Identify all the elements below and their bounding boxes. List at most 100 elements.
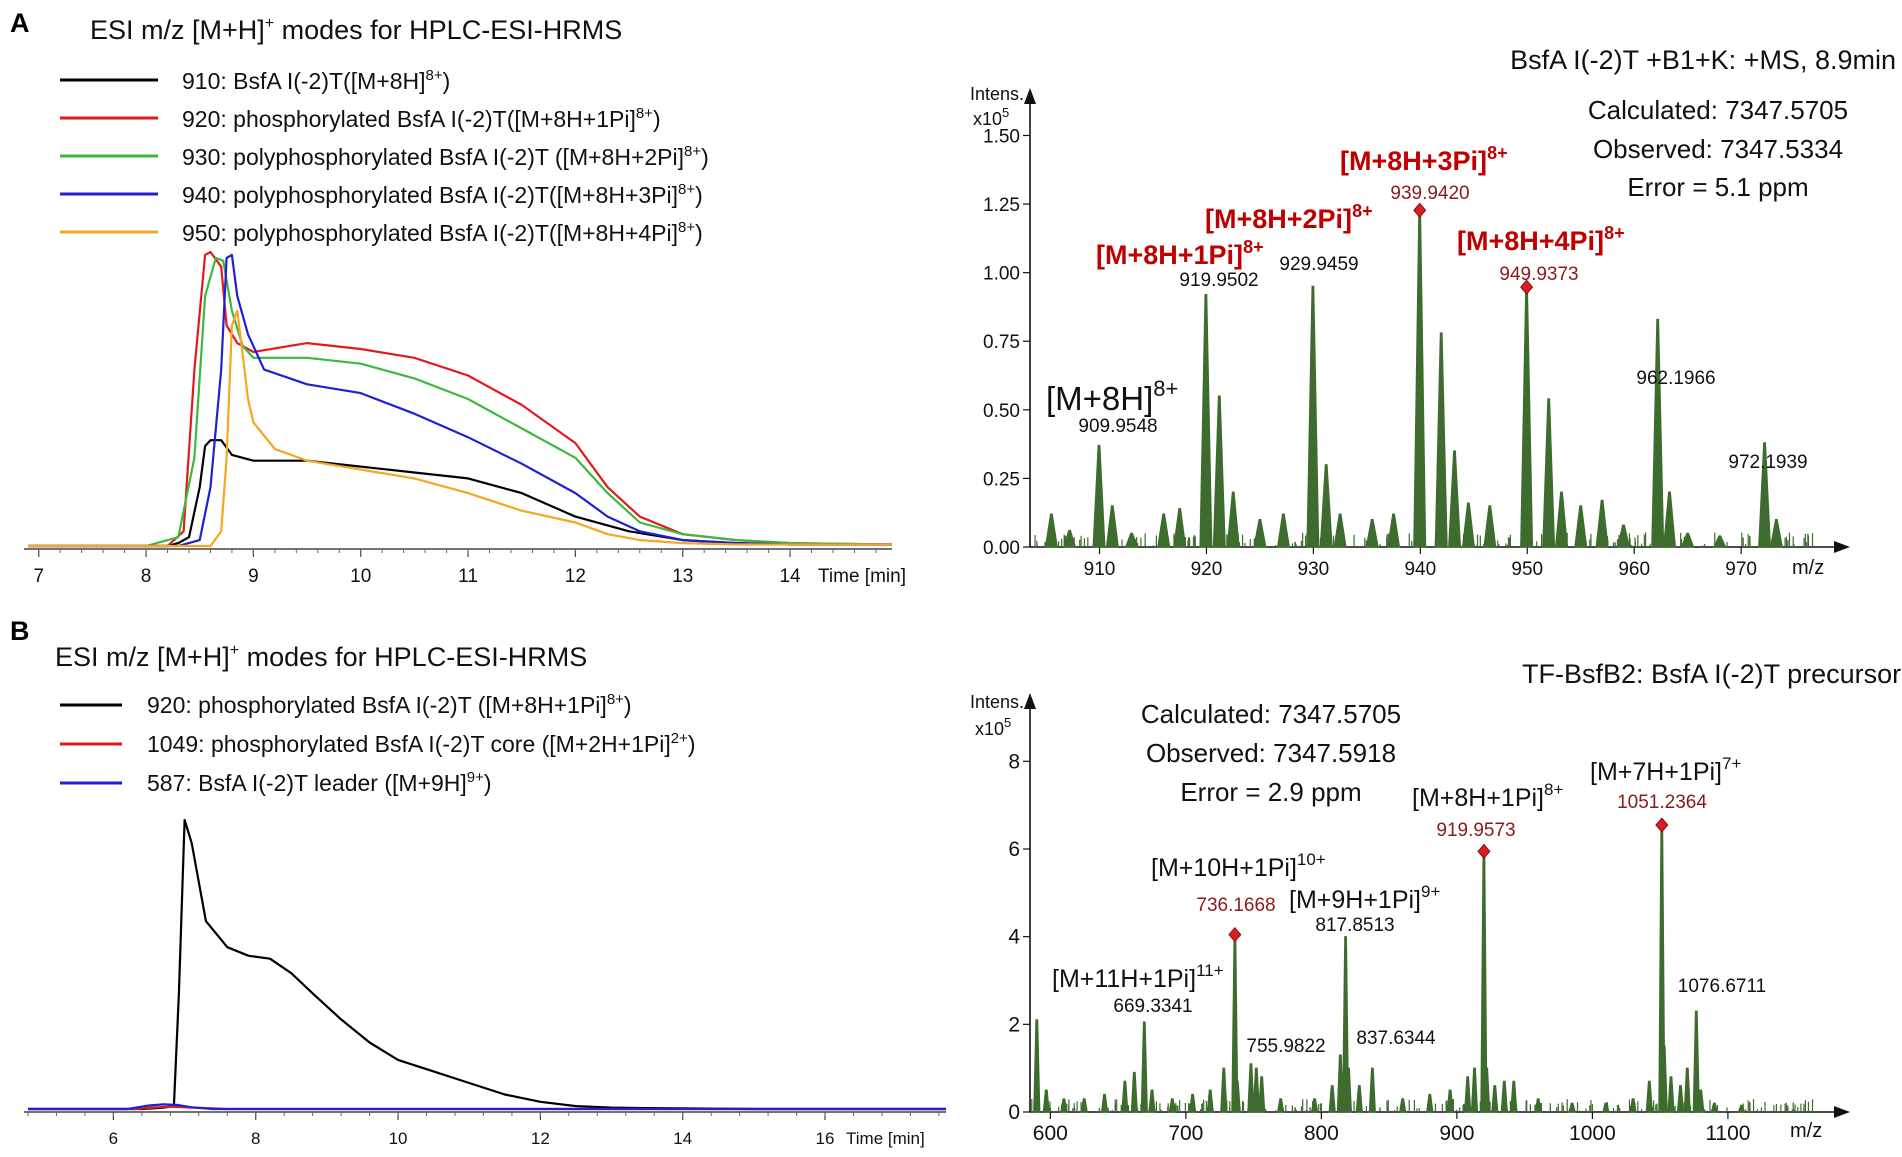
chart-b-ms-title: TF-BsfB2: BsfA I(-2)T precursor: +MS, 7.… <box>1522 659 1902 689</box>
peak-marker-diamond <box>1413 202 1427 218</box>
x-tick-label: 10 <box>350 566 371 587</box>
spectrum-peak <box>1645 1080 1653 1113</box>
spectrum-peak <box>1247 1063 1255 1113</box>
panel-letter-a: A <box>10 8 30 38</box>
ion-formula: [M+8H+4Pi] <box>1457 226 1604 256</box>
series-line-3 <box>28 253 892 548</box>
spectrum-peak <box>1595 499 1609 548</box>
legend-label: 920: phosphorylated BsfA I(-2)T([M+8H+1P… <box>182 105 661 132</box>
chart-b-chrom-plot: 6 8 10 12 14 16 <box>24 818 946 1148</box>
spectrum-peak <box>1568 1102 1576 1113</box>
series-line-4 <box>28 309 892 548</box>
x-tick-label: 12 <box>531 1129 550 1148</box>
series-line-2 <box>28 1103 946 1111</box>
peak-annotation: 1076.6711 <box>1678 976 1766 997</box>
spectrum-peak <box>1199 294 1213 548</box>
ion-charge: 11+ <box>1196 961 1224 980</box>
peak-annotation: [M+8H+1Pi]8+ 919.9573 <box>1412 780 1563 841</box>
peak-annotation: [M+9H+1Pi]9+817.8513 <box>1289 882 1440 936</box>
chart-a-chromatogram: ESI m/z [M+H]+ modes for HPLC-ESI-HRMS 9… <box>24 15 906 587</box>
spectrum-peak <box>1680 532 1695 548</box>
y-tick-label: 0.25 <box>983 469 1020 490</box>
chart-a-chrom-xlabel: Time [min] <box>818 566 906 587</box>
peak-ion-label: [M+8H]8+ <box>1046 376 1178 417</box>
ion-formula: [M+8H+3Pi] <box>1340 146 1487 176</box>
spectrum-peak <box>1554 491 1569 548</box>
peak-marker-diamond <box>1520 279 1534 295</box>
spectrum-peak <box>1319 464 1333 548</box>
y-tick-label: 1.25 <box>983 195 1020 216</box>
spectrum-peak <box>1042 1089 1050 1113</box>
ion-charge: 9+ <box>1421 882 1440 901</box>
spectrum-peak <box>1434 332 1448 548</box>
spectrum-peak <box>1667 1076 1675 1113</box>
peak-markers <box>1413 202 1534 295</box>
legend-label: 930: polyphosphorylated BsfA I(-2)T ([M+… <box>182 143 709 170</box>
spectrum-peak <box>1629 1098 1637 1113</box>
chart-a-chrom-title: ESI m/z [M+H]+ modes for HPLC-ESI-HRMS <box>90 15 622 45</box>
ion-formula: [M+8H+2Pi] <box>1205 204 1352 234</box>
peak-value-label: 1076.6711 <box>1678 976 1766 997</box>
spectrum-peak <box>1461 502 1475 548</box>
y-ticks: 0.00 0.25 0.50 0.75 1.00 1.25 1.50 <box>983 126 1030 559</box>
x-tick-label: 950 <box>1511 559 1543 580</box>
peak-annotation: [M+8H+3Pi]8+ 939.9420 <box>1340 143 1508 204</box>
spectrum-peak <box>1033 1019 1041 1113</box>
legend-entry: 910: BsfA I(-2)T([M+8H]8+) <box>60 67 450 94</box>
spectrum-peak <box>1306 285 1320 548</box>
chart-a-ms-yscale: x105 <box>973 105 1009 129</box>
ion-formula: [M+8H+1Pi] <box>1412 784 1544 812</box>
spectrum-peak <box>1328 1085 1336 1113</box>
spectrum-peak <box>1252 1067 1260 1113</box>
y-tick-label: 6 <box>1008 838 1020 861</box>
spectrum-peak <box>1276 1098 1285 1113</box>
x-tick-label: 940 <box>1404 559 1436 580</box>
x-tick-label: 1100 <box>1705 1122 1750 1145</box>
x-axis-arrow <box>1834 541 1850 553</box>
spectrum-peak <box>1355 1085 1363 1113</box>
y-tick-label: 0.75 <box>983 332 1020 353</box>
spectrum-peak <box>1500 1080 1508 1113</box>
peak-value-label: 939.9420 <box>1390 183 1469 204</box>
spectrum-peak <box>1651 318 1665 548</box>
spectrum-peak <box>1105 505 1119 548</box>
y-tick-label: 4 <box>1008 926 1020 949</box>
spectrum-peak <box>1660 1045 1668 1113</box>
spectrum-peak <box>1220 1067 1228 1113</box>
spectrum-peak <box>1683 1067 1691 1113</box>
peak-ion-label: [M+8H+2Pi]8+ <box>1205 201 1373 234</box>
chart-b-ms-xlabel: m/z <box>1790 1120 1822 1142</box>
spectrum-peak <box>1464 1076 1472 1113</box>
spectrum-peak <box>1769 519 1784 548</box>
chart-a-chrom-legend: 910: BsfA I(-2)T([M+8H]8+) 920: phosphor… <box>60 67 709 246</box>
peak-annotation: 837.6344 <box>1356 1028 1436 1049</box>
legend-label: 587: BsfA I(-2)T leader ([M+9H]9+) <box>147 769 492 796</box>
ion-formula: [M+9H+1Pi] <box>1289 886 1421 914</box>
y-tick-label: 1.00 <box>983 264 1020 285</box>
spectrum-peak <box>1080 1098 1088 1113</box>
legend-entry: 587: BsfA I(-2)T leader ([M+9H]9+) <box>60 769 492 796</box>
spectrum-peak <box>1060 1098 1068 1113</box>
legend-entry: 930: polyphosphorylated BsfA I(-2)T ([M+… <box>60 143 709 170</box>
series-line-2 <box>28 256 893 548</box>
chart-a-ms-xlabel: m/z <box>1792 557 1824 579</box>
peak-value-label: 962.1966 <box>1636 368 1715 389</box>
spectrum-peak <box>1710 1102 1719 1113</box>
peak-value-label: 919.9573 <box>1436 820 1515 841</box>
spectrum-peak <box>1602 1102 1610 1113</box>
legend-entry: 920: phosphorylated BsfA I(-2)T ([M+8H+1… <box>60 691 632 718</box>
peak-annotation: [M+7H+1Pi]7+ 1051.2364 <box>1590 754 1741 813</box>
spectrum-peak <box>1253 519 1267 548</box>
ion-formula: [M+10H+1Pi] <box>1151 854 1297 882</box>
peak-value-label: 1051.2364 <box>1617 792 1707 813</box>
y-tick-label: 0.50 <box>983 401 1020 422</box>
spectrum-peak <box>1044 513 1059 548</box>
peaks <box>1044 211 1784 548</box>
spectrum-peak <box>1386 513 1401 548</box>
spectrum-peak <box>1168 1098 1177 1113</box>
peak-annotation: 972.1939 <box>1728 452 1807 473</box>
spectrum-peak <box>1676 1085 1685 1113</box>
peak-ion-label: [M+10H+1Pi]10+ <box>1151 850 1326 882</box>
